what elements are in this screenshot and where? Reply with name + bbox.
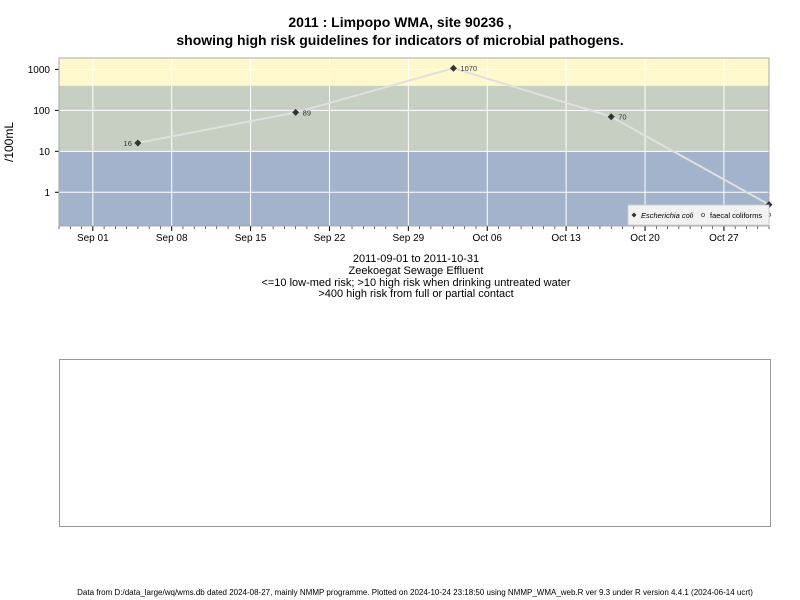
y-tick-label-1: 10: [39, 147, 51, 158]
x-tick-label-0: Sep 01: [77, 233, 109, 244]
footer-note: Data from D:/data_large/wq/wms.db dated …: [77, 588, 753, 597]
subtitle-drinking-risk: <=10 low-med risk; >10 high risk when dr…: [261, 277, 571, 289]
x-tick-label-2: Sep 15: [235, 233, 267, 244]
x-tick-label-7: Oct 20: [630, 233, 660, 244]
chart-title-line2: showing high risk guidelines for indicat…: [176, 32, 624, 48]
legend-marker-0: [631, 212, 637, 218]
empty-plot-panel: [59, 359, 771, 527]
data-label-0-0: 16: [124, 139, 132, 148]
risk-band-2: [59, 58, 769, 86]
data-label-0-1: 89: [303, 108, 311, 117]
legend-box: [627, 204, 770, 226]
y-tick-label-3: 1000: [28, 65, 51, 76]
data-point-0-3: [607, 113, 615, 121]
y-axis-label: /100mL: [2, 122, 16, 162]
risk-chart: Sep 01 Sep 08 Sep 15 Sep 22 Sep 29 Oct 06 Oct …: [2, 57, 773, 244]
y-tick-label-0: 1: [44, 188, 50, 199]
data-point-0-2: [449, 64, 457, 72]
chart-title-line1: 2011 : Limpopo WMA, site 90236 ,: [288, 14, 512, 30]
x-tick-label-4: Sep 29: [393, 233, 425, 244]
x-tick-label-5: Oct 06: [473, 233, 503, 244]
x-tick-label-1: Sep 08: [156, 233, 188, 244]
y-tick-label-2: 100: [33, 106, 50, 117]
plot-frame: [58, 57, 770, 227]
subtitle-site-name: Zeekoegat Sewage Effluent: [348, 265, 484, 277]
x-tick-label-8: Oct 27: [709, 233, 739, 244]
x-tick-label-6: Oct 13: [551, 233, 581, 244]
data-point-0-0: [134, 139, 142, 147]
data-label-0-3: 70: [618, 113, 626, 122]
legend-label-1: faecal coliforms: [710, 211, 762, 220]
data-label-0-2: 1070: [460, 64, 477, 73]
x-tick-label-3: Sep 22: [314, 233, 346, 244]
risk-band-1: [59, 85, 769, 152]
subtitle-date-range: 2011-09-01 to 2011-10-31: [352, 253, 480, 265]
legend-marker-1: [701, 212, 706, 217]
subtitle-contact-risk: >400 high risk from full or partial cont…: [318, 288, 514, 300]
data-point-0-1: [292, 108, 300, 116]
legend-label-0: Escherichia coli: [641, 211, 693, 220]
